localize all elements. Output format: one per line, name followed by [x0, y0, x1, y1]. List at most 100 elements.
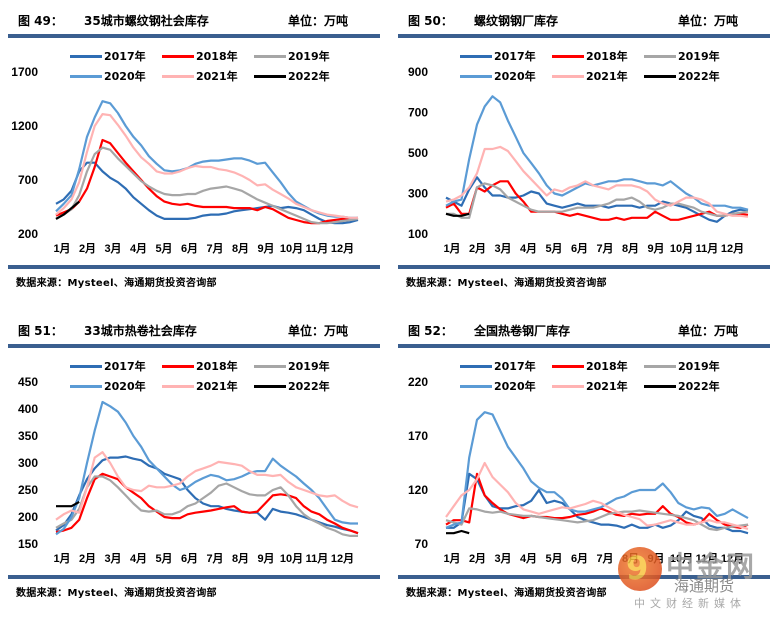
legend-label: 2022年 [678, 380, 720, 393]
x-tick-label: 5月 [155, 242, 172, 255]
x-tick-label: 8月 [232, 552, 249, 565]
x-tick-label: 4月 [130, 242, 147, 255]
series-line-2022 [446, 529, 470, 535]
bottom-divider [8, 265, 380, 269]
y-tick-label: 170 [408, 429, 428, 443]
legend-label: 2018年 [196, 360, 238, 373]
series-line-2018 [445, 180, 749, 221]
x-tick-label: 10月 [670, 242, 693, 255]
y-tick-label: 100 [408, 227, 428, 241]
legend-item: 2022年 [644, 68, 720, 84]
line-chart: 200 700 1200 1700 1月 2月 3月 4月 5月 6月 7月 8月 9月 10月 11月 12… [11, 65, 359, 255]
figure-number: 图 51： [18, 324, 63, 338]
legend-item: 2019年 [644, 48, 720, 64]
x-tick-label: 11月 [306, 242, 329, 255]
legend-label: 2020年 [494, 70, 536, 83]
x-tick-label: 3月 [104, 242, 121, 255]
series-line-2022 [55, 200, 80, 220]
figure-49: 图 49： 35城市螺纹钢社会库存 单位：万吨 200 700 1200 1700 1月 2月 3… [8, 0, 380, 300]
legend-swatch [70, 54, 102, 58]
x-tick-label: 10月 [280, 552, 303, 565]
x-tick-label: 1月 [443, 242, 460, 255]
legend-swatch [254, 74, 286, 78]
legend-label: 2018年 [196, 50, 238, 63]
x-tick-label: 4月 [520, 552, 537, 565]
series-line-2021 [55, 451, 359, 521]
x-tick-label: 5月 [545, 552, 562, 565]
legend-label: 2020年 [104, 380, 146, 393]
bottom-divider [398, 265, 770, 269]
legend-label: 2020年 [104, 70, 146, 83]
series-line-2021 [445, 145, 749, 218]
figure-51: 图 51： 33城市热卷社会库存 单位：万吨 150 200 250 300 350 400 45… [8, 310, 380, 610]
legend-swatch [460, 74, 492, 78]
figure-title: 全国热卷钢厂库存 [474, 324, 571, 338]
figure-number: 图 50： [408, 14, 453, 28]
legend-label: 2022年 [288, 380, 330, 393]
legend-label: 2022年 [288, 70, 330, 83]
watermark-logo-icon: 9 [618, 547, 662, 591]
legend-item: 2020年 [460, 378, 536, 394]
legend-item: 2021年 [162, 378, 238, 394]
legend-label: 2021年 [196, 380, 238, 393]
legend-label: 2022年 [678, 70, 720, 83]
legend-item: 2020年 [70, 378, 146, 394]
y-tick-label: 300 [18, 456, 38, 470]
top-divider [398, 34, 770, 38]
legend-swatch [254, 54, 286, 58]
series-line-2020 [445, 95, 749, 211]
legend-item: 2020年 [460, 68, 536, 84]
x-tick-label: 6月 [571, 242, 588, 255]
x-tick-label: 9月 [647, 242, 664, 255]
x-tick-label: 3月 [104, 552, 121, 565]
series-line-2021 [55, 112, 358, 219]
series-line-2020 [445, 411, 749, 529]
figure-52: 图 52： 全国热卷钢厂库存 单位：万吨 70 120 170 220 1月 2月 3月 4月 5月 6… [398, 310, 770, 610]
top-divider [8, 34, 380, 38]
legend-item: 2018年 [552, 48, 628, 64]
line-chart: 701201702201月2月3月4月5月6月7月8月9月10月11月12月 [408, 375, 749, 565]
legend-item: 2017年 [70, 48, 146, 64]
legend-label: 2017年 [494, 50, 536, 63]
legend-swatch [644, 364, 676, 368]
y-tick-label: 200 [18, 510, 38, 524]
y-tick-label: 1200 [11, 119, 38, 133]
series-line-2022 [56, 500, 80, 508]
figure-title: 33城市热卷社会库存 [84, 324, 197, 338]
legend-label: 2019年 [288, 360, 330, 373]
figure-number: 图 49： [18, 14, 63, 28]
series-line-2020 [55, 400, 358, 536]
x-tick-label: 2月 [469, 552, 486, 565]
legend-swatch [460, 364, 492, 368]
x-tick-label: 11月 [696, 552, 719, 565]
legend-item: 2020年 [70, 68, 146, 84]
y-tick-label: 70 [415, 537, 429, 551]
x-tick-label: 8月 [232, 242, 249, 255]
legend-label: 2018年 [586, 50, 628, 63]
legend-label: 2021年 [586, 380, 628, 393]
legend-item: 2019年 [644, 358, 720, 374]
data-source-note: 数据来源：Mysteel、海通期货投资咨询部 [16, 588, 217, 599]
x-tick-label: 5月 [155, 552, 172, 565]
legend-item: 2021年 [552, 378, 628, 394]
series-line-2020 [55, 100, 358, 219]
legend-label: 2019年 [678, 360, 720, 373]
x-tick-label: 6月 [571, 552, 588, 565]
figure-title-row: 图 49： 35城市螺纹钢社会库存 单位：万吨 [18, 12, 378, 29]
x-tick-label: 7月 [206, 242, 223, 255]
watermark-brand: 中金网 [666, 550, 757, 583]
legend-label: 2018年 [586, 360, 628, 373]
legend-label: 2017年 [104, 50, 146, 63]
x-tick-label: 1月 [53, 552, 70, 565]
series-line-2021 [445, 461, 749, 530]
y-tick-label: 120 [408, 483, 428, 497]
y-tick-label: 350 [18, 429, 38, 443]
x-tick-label: 6月 [181, 242, 198, 255]
data-source-note: 数据来源：Mysteel、海通期货投资咨询部 [406, 278, 607, 289]
legend-item: 2018年 [162, 358, 238, 374]
legend-swatch [552, 54, 584, 58]
y-tick-label: 700 [18, 173, 38, 187]
x-tick-label: 1月 [53, 242, 70, 255]
legend-swatch [644, 74, 676, 78]
series-line-2019 [55, 146, 359, 225]
